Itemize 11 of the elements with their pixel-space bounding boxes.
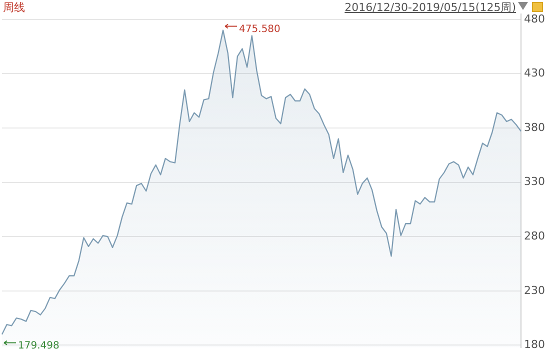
y-tick-label: 380 [524, 120, 546, 134]
chart-subtitle: 2016/12/30-2019/05/15(125周) [344, 0, 516, 15]
annotation: 475.580 [239, 24, 280, 35]
y-tick-label: 280 [524, 229, 546, 242]
y-tick-label: 480 [524, 12, 546, 26]
annotation: 179.498 [18, 340, 60, 352]
y-tick-label: 180 [524, 338, 546, 352]
chart-title: 周线 [3, 0, 25, 15]
y-tick-label: 230 [524, 284, 546, 297]
y-tick-label: 430 [524, 66, 546, 80]
y-tick-label: 330 [524, 175, 546, 188]
